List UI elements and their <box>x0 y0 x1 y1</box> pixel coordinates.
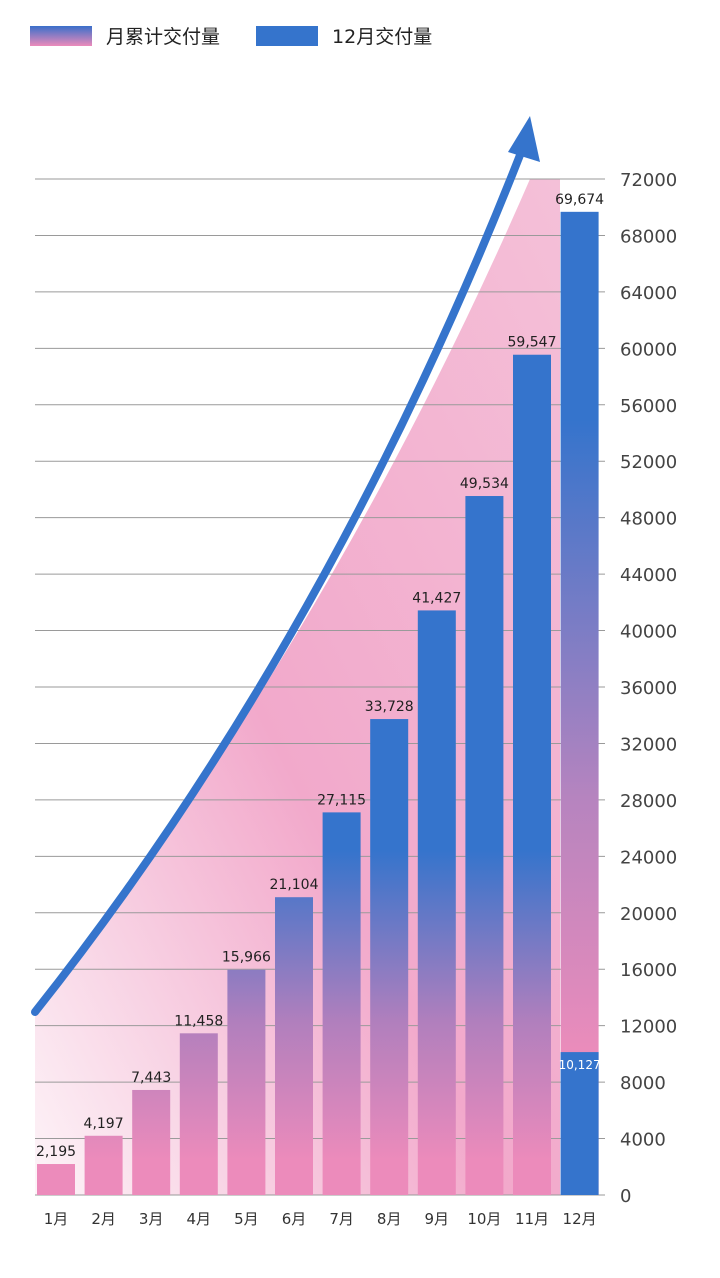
x-tick-label: 9月 <box>425 1210 450 1228</box>
data-label: 33,728 <box>365 699 414 715</box>
bar-cumulative <box>417 610 456 1195</box>
data-label: 27,115 <box>317 792 366 808</box>
bar-cumulative <box>84 1135 123 1195</box>
legend-swatch-blue <box>256 25 319 46</box>
y-tick-label: 16000 <box>620 960 677 981</box>
data-label: 7,443 <box>131 1070 171 1086</box>
y-tick-label: 0 <box>620 1186 631 1207</box>
y-tick-label: 32000 <box>620 734 677 755</box>
x-tick-label: 2月 <box>91 1210 116 1228</box>
y-tick-label: 48000 <box>620 509 677 530</box>
data-label: 49,534 <box>460 476 509 492</box>
bar-cumulative <box>560 211 599 1195</box>
y-tick-label: 56000 <box>620 396 677 417</box>
bar-cumulative <box>513 354 551 1195</box>
y-tick-label: 20000 <box>620 904 677 925</box>
legend-label: 月累计交付量 <box>106 26 221 48</box>
x-tick-label: 3月 <box>139 1210 164 1228</box>
data-label: 69,674 <box>555 192 604 208</box>
y-tick-label: 4000 <box>620 1130 666 1151</box>
data-label: 59,547 <box>508 335 557 351</box>
y-tick-label: 68000 <box>620 226 677 247</box>
data-label-december: 10,127 <box>559 1058 601 1072</box>
x-tick-label: 5月 <box>234 1210 259 1228</box>
legend: 月累计交付量 12月交付量 <box>30 22 468 49</box>
legend-item-cumulative: 月累计交付量 <box>30 22 220 49</box>
growth-arrow-line <box>31 146 526 1016</box>
legend-item-december: 12月交付量 <box>256 22 432 49</box>
x-tick-label: 11月 <box>515 1210 549 1228</box>
bar-cumulative <box>179 1033 218 1195</box>
bar-cumulative <box>227 969 266 1195</box>
x-tick-label: 1月 <box>44 1210 69 1228</box>
y-tick-label: 12000 <box>620 1017 677 1038</box>
bar-cumulative <box>370 719 409 1195</box>
growth-arrow-head-icon <box>508 116 540 162</box>
x-tick-label: 12月 <box>563 1210 597 1228</box>
y-tick-label: 40000 <box>620 622 677 643</box>
data-label: 11,458 <box>174 1013 223 1029</box>
y-tick-label: 28000 <box>620 791 677 812</box>
y-tick-label: 72000 <box>620 170 677 191</box>
x-tick-label: 8月 <box>377 1210 402 1228</box>
y-tick-label: 60000 <box>620 339 677 360</box>
y-tick-label: 24000 <box>620 847 677 868</box>
data-label: 15,966 <box>222 950 271 966</box>
bar-december <box>560 1052 599 1195</box>
legend-swatch-gradient <box>30 25 92 46</box>
y-tick-label: 8000 <box>620 1073 666 1094</box>
legend-label: 12月交付量 <box>332 26 433 48</box>
x-tick-label: 6月 <box>282 1210 307 1228</box>
x-tick-label: 7月 <box>329 1210 354 1228</box>
x-tick-label: 10月 <box>467 1210 501 1228</box>
y-tick-label: 52000 <box>620 452 677 473</box>
y-tick-label: 64000 <box>620 283 677 304</box>
bar-cumulative <box>132 1089 171 1195</box>
bar-cumulative <box>465 496 504 1195</box>
y-tick-label: 44000 <box>620 565 677 586</box>
x-tick-label: 4月 <box>187 1210 212 1228</box>
data-label: 4,197 <box>84 1116 124 1132</box>
bar-cumulative <box>37 1164 75 1195</box>
data-label: 21,104 <box>270 877 319 893</box>
bar-cumulative <box>275 897 313 1195</box>
y-tick-label: 36000 <box>620 678 677 699</box>
data-label: 2,195 <box>36 1144 76 1160</box>
bar-cumulative <box>322 812 361 1195</box>
data-label: 41,427 <box>412 590 461 606</box>
